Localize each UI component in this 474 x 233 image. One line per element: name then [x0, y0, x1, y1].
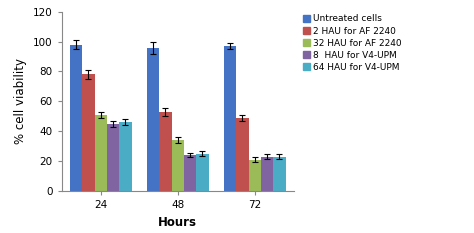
Bar: [196, 154, 209, 191]
Bar: [172, 140, 184, 191]
Bar: [159, 112, 172, 191]
Bar: [273, 157, 286, 191]
Bar: [147, 48, 159, 191]
Bar: [107, 124, 119, 191]
Bar: [237, 118, 249, 191]
Y-axis label: % cell viability: % cell viability: [14, 58, 27, 144]
Bar: [119, 122, 131, 191]
Bar: [184, 155, 196, 191]
Legend: Untreated cells, 2 HAU for AF 2240, 32 HAU for AF 2240, 8  HAU for V4-UPM, 64 HA: Untreated cells, 2 HAU for AF 2240, 32 H…: [301, 13, 404, 74]
Bar: [224, 46, 237, 191]
Bar: [82, 75, 94, 191]
Bar: [261, 157, 273, 191]
Bar: [70, 45, 82, 191]
Bar: [94, 115, 107, 191]
Bar: [249, 160, 261, 191]
X-axis label: Hours: Hours: [158, 216, 197, 229]
